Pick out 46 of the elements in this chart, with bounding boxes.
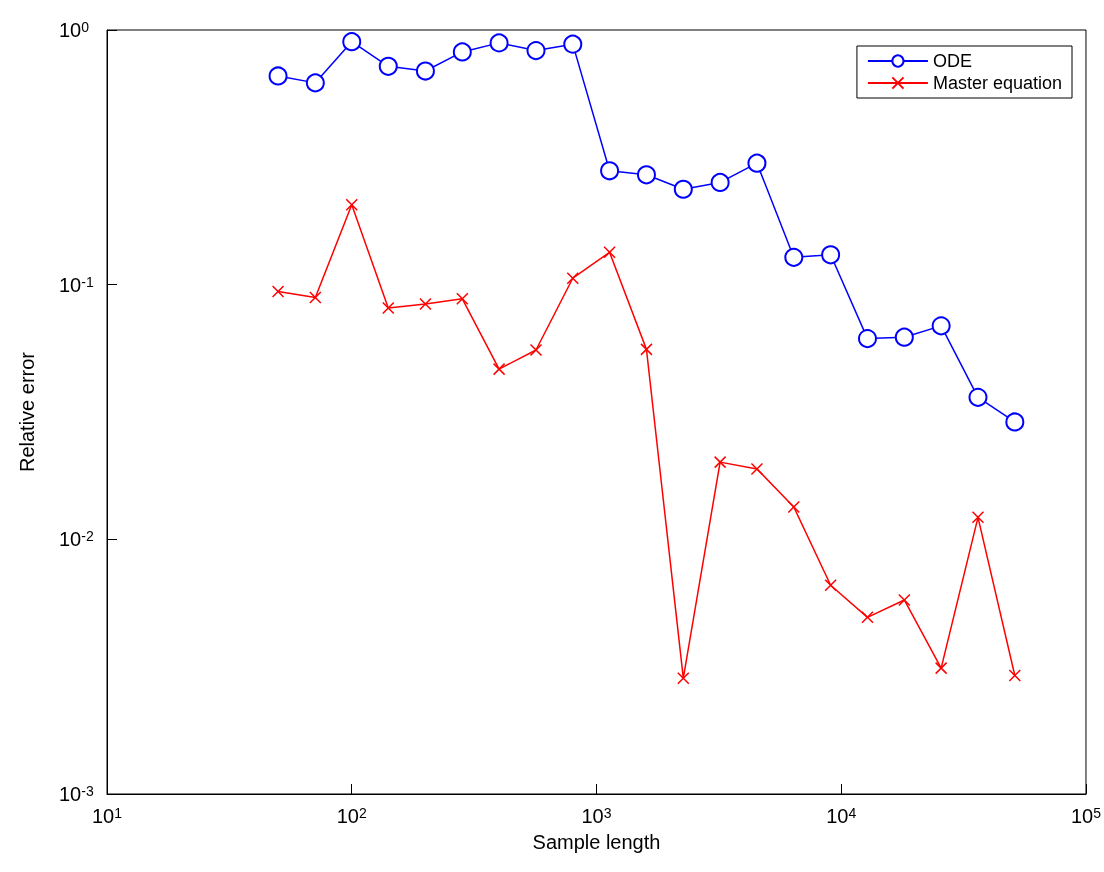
point bbox=[931, 316, 951, 336]
point bbox=[640, 343, 653, 356]
point bbox=[934, 661, 948, 675]
point bbox=[456, 292, 469, 306]
point bbox=[857, 329, 877, 349]
point bbox=[415, 61, 435, 81]
point bbox=[894, 327, 914, 347]
point bbox=[342, 32, 362, 52]
point bbox=[673, 179, 693, 199]
point bbox=[677, 671, 690, 685]
point bbox=[713, 455, 727, 469]
legend-label: ODE bbox=[932, 51, 972, 71]
point bbox=[636, 165, 656, 185]
point bbox=[526, 41, 546, 61]
point bbox=[419, 297, 432, 311]
point bbox=[268, 66, 288, 86]
point bbox=[566, 271, 580, 285]
point bbox=[305, 73, 325, 93]
point bbox=[382, 301, 395, 315]
point bbox=[600, 161, 620, 181]
point bbox=[1008, 669, 1022, 682]
point bbox=[1005, 412, 1025, 432]
point bbox=[378, 56, 398, 76]
point bbox=[563, 34, 583, 54]
point bbox=[492, 362, 506, 376]
point bbox=[971, 511, 985, 524]
point bbox=[898, 593, 911, 607]
point bbox=[271, 285, 285, 298]
point bbox=[489, 33, 509, 53]
point bbox=[968, 387, 988, 407]
point bbox=[824, 579, 837, 592]
point bbox=[345, 198, 358, 211]
x-axis-title: Sample length bbox=[532, 831, 661, 853]
point bbox=[710, 172, 730, 192]
legend-label: Master equation bbox=[932, 73, 1062, 93]
point bbox=[603, 246, 616, 259]
point bbox=[747, 153, 767, 173]
point bbox=[452, 42, 472, 62]
y-axis-title: Relative error bbox=[16, 351, 38, 473]
point bbox=[861, 611, 874, 624]
point bbox=[309, 291, 322, 304]
point bbox=[821, 245, 841, 265]
point bbox=[787, 500, 801, 514]
point bbox=[784, 247, 804, 267]
point bbox=[750, 462, 764, 476]
point bbox=[529, 343, 543, 357]
